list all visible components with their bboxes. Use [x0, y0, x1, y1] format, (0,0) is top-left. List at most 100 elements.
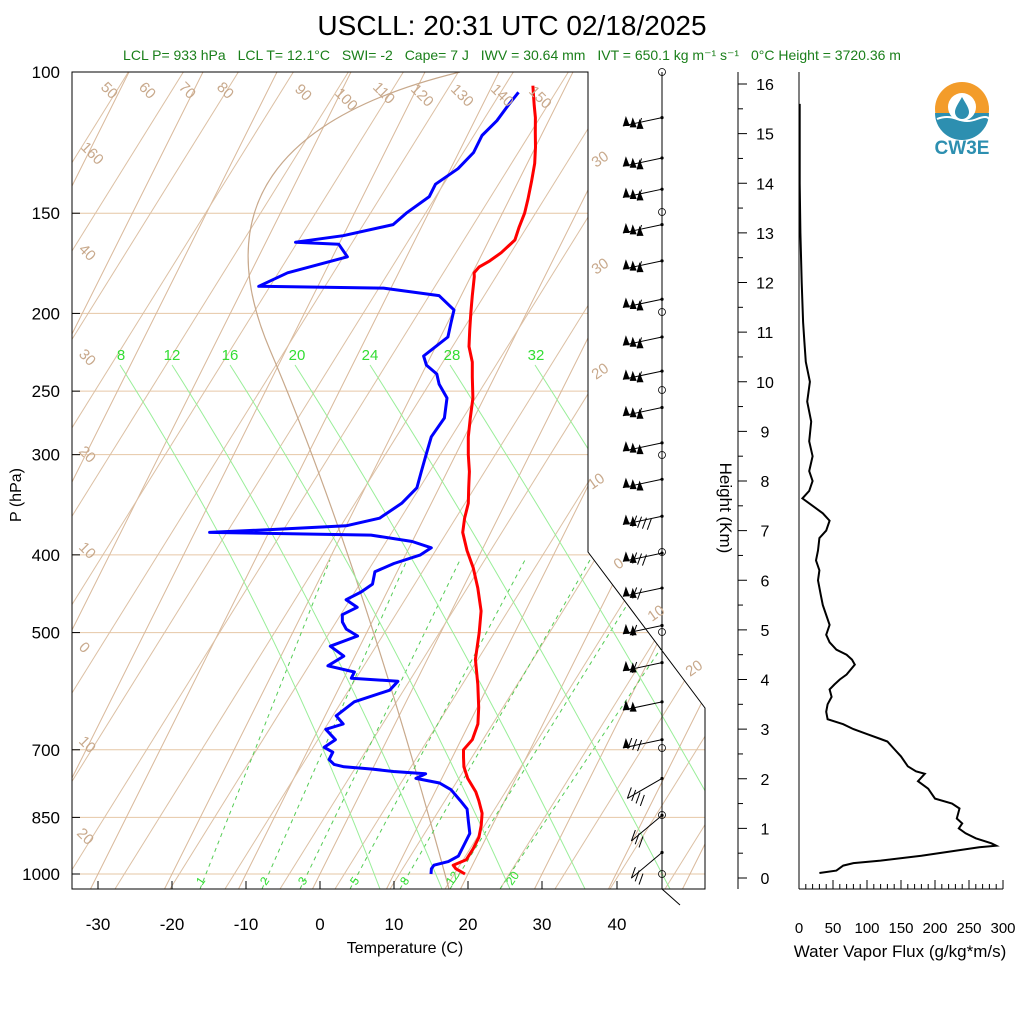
wind-barb-feather [637, 189, 643, 201]
mixing-ratio-line [199, 559, 331, 889]
mixing-ratio-label: 20 [289, 347, 306, 364]
wind-barb-dot [660, 514, 664, 518]
wind-barb-flag [629, 224, 637, 235]
wind-calm-circle [658, 548, 666, 556]
wind-barb-flag [629, 442, 637, 453]
flux-x-tick-label: 0 [795, 920, 803, 937]
y-tick-label: 500 [32, 624, 60, 643]
wind-barb-shaft [622, 157, 663, 167]
wind-barb-feather [632, 624, 638, 637]
wind-barb-feather [637, 337, 643, 349]
wind-barb-feather [637, 117, 643, 130]
dry-adiabat-line [554, 72, 705, 889]
wind-barb-flag [622, 737, 630, 748]
wind-barb-feather [638, 836, 644, 848]
theta-e-line [534, 364, 705, 889]
isotherm-label: 10 [75, 539, 99, 563]
mixing-ratio-label: 2 [257, 874, 272, 888]
wind-barb-dot [660, 259, 664, 263]
isotherm-line [607, 72, 705, 889]
dry-adiabat-line [72, 72, 566, 889]
x-tick-label: 40 [608, 915, 627, 934]
flux-y-tick-label: 6 [761, 573, 770, 590]
wind-barb-dot [660, 477, 664, 481]
mixing-ratio-label: 3 [295, 874, 310, 888]
wind-barb [626, 776, 664, 807]
wind-barb-shaft [622, 117, 663, 127]
wind-barb-feather [632, 515, 638, 527]
mixing-ratio-label: 24 [362, 347, 379, 364]
wind-barb [622, 586, 664, 600]
wind-barb-flag [622, 551, 630, 562]
y-tick-label: 100 [32, 63, 60, 82]
wind-barb [622, 737, 664, 752]
wind-barb-shaft [627, 777, 663, 799]
isotherm-line [756, 35, 1024, 891]
wind-barb [630, 813, 664, 848]
wind-barb-flag [636, 338, 644, 349]
wind-barb-feather [626, 787, 632, 799]
wind-calm-circle [658, 744, 666, 752]
wind-barb-shaft [622, 224, 663, 234]
wind-barb-shaft [622, 587, 663, 597]
wind-barb-flag [629, 587, 637, 598]
stat-swi: SWI= -2 [341, 47, 393, 63]
dry-adiabat-line [224, 72, 705, 889]
wind-barb-flag [629, 370, 637, 381]
wind-barb-flag [622, 623, 630, 634]
wind-barb-shaft [631, 814, 663, 842]
isotherm-label: 150 [525, 83, 555, 113]
dry-adiabat-line [72, 72, 181, 889]
mixing-ratio-label: 20 [503, 868, 522, 887]
mixing-ratio-line [349, 559, 526, 889]
x-tick-label: -10 [234, 915, 259, 934]
wind-barb [622, 115, 664, 130]
stat-lcl-p: LCL P= 933 hPa [123, 47, 226, 63]
wind-staff-tail [661, 888, 681, 906]
wind-barb-feather [634, 833, 640, 845]
isotherm-line [72, 72, 296, 889]
wind-barb-feather [632, 587, 638, 599]
wind-barb [622, 335, 664, 349]
wind-barb-feather [637, 224, 643, 237]
x-tick-label: 20 [459, 915, 478, 934]
flux-line [798, 103, 1000, 874]
dry-adiabat-line [114, 72, 676, 889]
wind-barb-feather [646, 518, 652, 530]
y-tick-label: 300 [32, 446, 60, 465]
flux-y-tick-label: 13 [756, 226, 774, 243]
wind-barb-flag [636, 408, 644, 419]
y-tick-label: 400 [32, 546, 60, 565]
wind-calm-circle [658, 811, 666, 819]
theta-e-line [449, 364, 705, 889]
isotherm-line [533, 72, 705, 889]
isotherm-line [72, 72, 444, 889]
isotherm-label: 30 [589, 148, 612, 171]
theta-e-line [294, 364, 586, 889]
wind-barb-feather [630, 829, 636, 842]
isotherm-line [72, 72, 370, 889]
isotherm-line [163, 72, 592, 889]
mixing-ratio-label: 8 [117, 347, 125, 364]
wind-barb-dot [660, 223, 664, 227]
flux-y-tick-label: 3 [761, 722, 770, 739]
theta-e-line [229, 364, 511, 889]
mixing-ratio-line [299, 559, 461, 889]
flux-x-tick-label: 150 [888, 920, 913, 937]
wind-barb-flag [622, 187, 630, 198]
wind-calm-circle [658, 870, 666, 878]
wind-barb-shaft [622, 515, 663, 526]
mixing-ratio-line [261, 559, 408, 889]
wind-barb-shaft [622, 298, 663, 309]
wind-barb-flag [622, 156, 630, 167]
wind-calm-circle [658, 451, 666, 459]
wind-barb [630, 850, 664, 885]
wind-barb-dot [660, 441, 664, 445]
stat-ivt: IVT = 650.1 kg m⁻¹ s⁻¹ [597, 47, 740, 63]
flux-x-tick-label: 50 [825, 920, 842, 937]
x-tick-label: 10 [385, 915, 404, 934]
flux-y-tick-label: 9 [761, 424, 770, 441]
flux-x-tick-label: 100 [854, 920, 879, 937]
y-tick-label: 1000 [22, 865, 60, 884]
wind-barb-shaft [622, 701, 663, 711]
